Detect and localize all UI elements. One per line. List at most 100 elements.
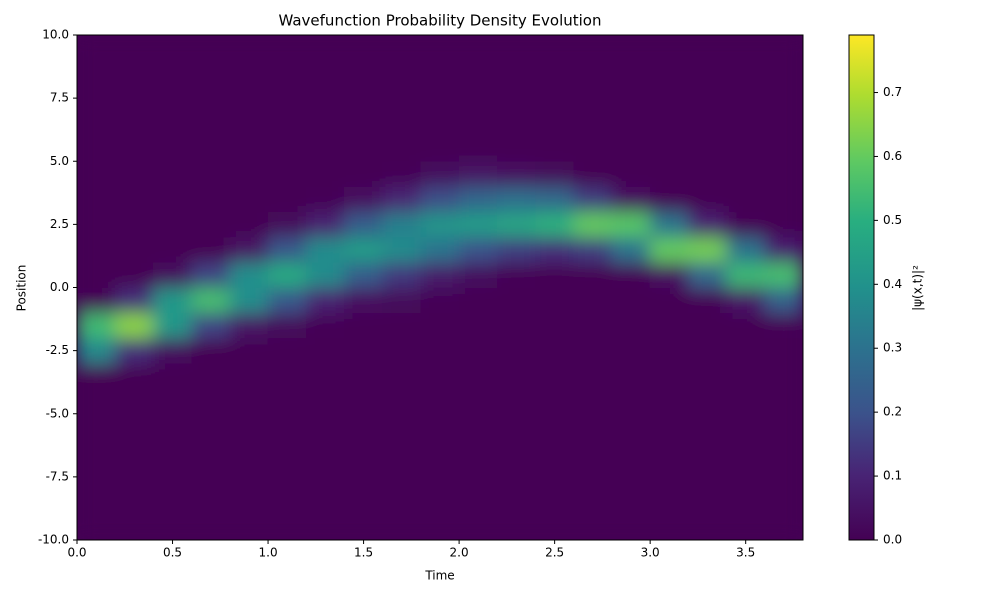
- heatmap-cell: [267, 489, 307, 516]
- heatmap-cell: [114, 59, 154, 86]
- heatmap-cell: [611, 261, 651, 288]
- heatmap-cell: [535, 362, 575, 389]
- heatmap-cell: [726, 312, 766, 339]
- heatmap-cell: [420, 514, 460, 540]
- heatmap-cell: [420, 261, 460, 288]
- heatmap-cell: [77, 438, 116, 465]
- heatmap-cell: [497, 160, 536, 187]
- heatmap-cell: [420, 211, 460, 238]
- heatmap-cell: [573, 236, 613, 263]
- heatmap-cell: [497, 388, 536, 415]
- heatmap-cell: [726, 236, 766, 263]
- heatmap-cell: [344, 236, 383, 263]
- heatmap-cell: [573, 388, 613, 415]
- heatmap-cell: [382, 236, 422, 263]
- colorbar-tick-label: 0.2: [883, 405, 902, 419]
- heatmap-cell: [191, 135, 231, 162]
- heatmap-cell: [535, 236, 575, 263]
- heatmap-cell: [191, 110, 231, 137]
- heatmap-cell: [344, 135, 383, 162]
- heatmap-cell: [420, 337, 460, 364]
- heatmap-cell: [497, 186, 536, 213]
- heatmap-cell: [611, 160, 651, 187]
- heatmap-cell: [305, 312, 345, 339]
- heatmap-cell: [726, 35, 766, 61]
- heatmap-cell: [305, 186, 345, 213]
- heatmap-cell: [688, 287, 727, 314]
- heatmap-cell: [420, 85, 460, 112]
- heatmap-cell: [535, 160, 575, 187]
- heatmap-cell: [535, 514, 575, 540]
- heatmap-cell: [382, 211, 422, 238]
- heatmap-cell: [114, 261, 154, 288]
- heatmap-cell: [382, 312, 422, 339]
- heatmap-cell: [688, 59, 727, 86]
- heatmap-cell: [267, 85, 307, 112]
- heatmap-cell: [764, 287, 803, 314]
- heatmap-cell: [229, 463, 269, 490]
- heatmap-cell: [77, 261, 116, 288]
- heatmap-cell: [726, 186, 766, 213]
- heatmap-cell: [191, 186, 231, 213]
- heatmap-cell: [688, 35, 727, 61]
- heatmap-cell: [114, 312, 154, 339]
- heatmap-cell: [77, 35, 116, 61]
- heatmap-cell: [649, 186, 689, 213]
- heatmap-cell: [649, 160, 689, 187]
- heatmap-cell: [726, 413, 766, 440]
- heatmap-cell: [573, 362, 613, 389]
- heatmap-cell: [420, 59, 460, 86]
- heatmap-cell: [229, 85, 269, 112]
- heatmap-cell: [77, 160, 116, 187]
- y-tick-label: 0.0: [50, 280, 69, 294]
- heatmap-cell: [688, 337, 727, 364]
- heatmap-cell: [497, 337, 536, 364]
- heatmap-cell: [77, 514, 116, 540]
- heatmap-cell: [114, 489, 154, 516]
- heatmap-cell: [153, 337, 192, 364]
- heatmap-cell: [497, 135, 536, 162]
- heatmap-cell: [305, 337, 345, 364]
- heatmap-cell: [114, 160, 154, 187]
- y-tick-label: 10.0: [42, 28, 69, 42]
- heatmap-cell: [573, 59, 613, 86]
- heatmap-cell: [535, 211, 575, 238]
- colorbar-tick-label: 0.1: [883, 469, 902, 483]
- heatmap-cell: [764, 160, 803, 187]
- heatmap-cell: [191, 514, 231, 540]
- colorbar-label: |ψ(x,t)|²: [911, 265, 925, 311]
- heatmap-cell: [305, 236, 345, 263]
- heatmap-cell: [153, 236, 192, 263]
- heatmap-cell: [497, 110, 536, 137]
- heatmap-cell: [726, 362, 766, 389]
- heatmap-cell: [153, 388, 192, 415]
- heatmap-cell: [649, 463, 689, 490]
- heatmap-cell: [611, 463, 651, 490]
- heatmap-cell: [305, 463, 345, 490]
- heatmap-cell: [191, 85, 231, 112]
- heatmap-cell: [229, 211, 269, 238]
- heatmap-cell: [726, 514, 766, 540]
- heatmap-cell: [153, 160, 192, 187]
- heatmap-cell: [344, 312, 383, 339]
- heatmap-cell: [420, 388, 460, 415]
- heatmap-cell: [688, 362, 727, 389]
- heatmap-cell: [688, 463, 727, 490]
- heatmap-cell: [497, 514, 536, 540]
- heatmap-cell: [535, 489, 575, 516]
- heatmap-cell: [726, 59, 766, 86]
- heatmap-cell: [458, 261, 498, 288]
- heatmap-cell: [458, 85, 498, 112]
- heatmap-cell: [344, 413, 383, 440]
- heatmap-cell: [153, 362, 192, 389]
- heatmap-cell: [497, 413, 536, 440]
- heatmap-cell: [114, 463, 154, 490]
- heatmap-cell: [649, 236, 689, 263]
- heatmap-cell: [726, 388, 766, 415]
- x-axis-label: Time: [424, 569, 454, 583]
- heatmap-cell: [688, 236, 727, 263]
- x-tick-label: 1.5: [354, 546, 373, 560]
- heatmap-cell: [649, 110, 689, 137]
- x-tick-label: 2.5: [545, 546, 564, 560]
